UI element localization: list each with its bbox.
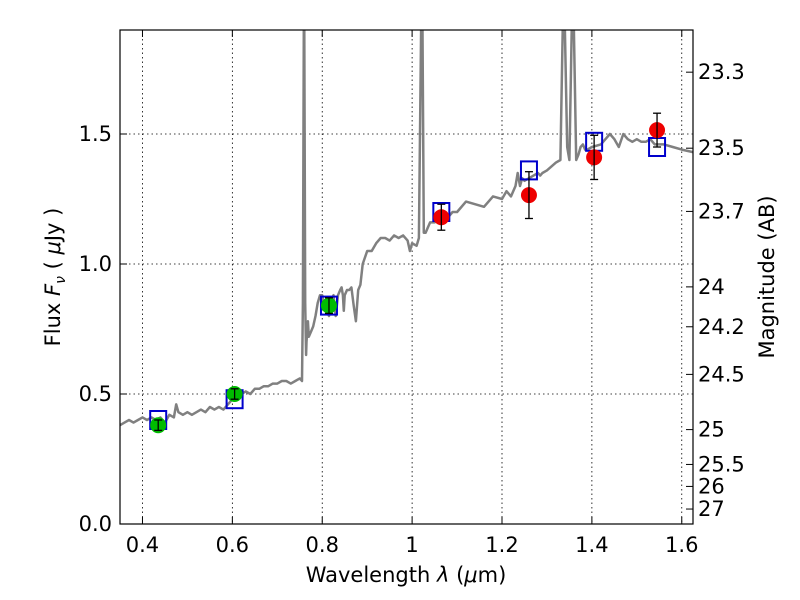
- mag-tick-label: 23.3: [698, 60, 745, 84]
- data-point: [586, 134, 603, 181]
- x-tick-label: 0.6: [216, 533, 249, 557]
- x-tick-label: 0.4: [126, 533, 159, 557]
- tick-layer: [120, 30, 693, 525]
- data-point: [150, 417, 167, 434]
- mag-tick-label: 24.2: [698, 315, 745, 339]
- y-tick-label: 0.5: [79, 382, 112, 406]
- mag-tick-label: 23.7: [698, 199, 745, 223]
- x-axis-label: Wavelength λ (μm): [306, 563, 507, 587]
- mag-tick-label: 25: [698, 418, 725, 442]
- mag-tick-label: 25.5: [698, 452, 745, 476]
- x-tick-label: 0.8: [306, 533, 339, 557]
- data-point: [226, 386, 243, 402]
- data-point: [320, 297, 337, 315]
- mag-tick-label: 24.5: [698, 362, 745, 386]
- y-tick-label: 0.0: [79, 512, 112, 536]
- y-axis-label: Flux Fν ( μJy ): [41, 208, 69, 347]
- data-point: [433, 203, 450, 231]
- x-tick-labels: 0.4 0.6 0.8 1 1.2 1.4 1.6: [126, 533, 699, 557]
- y-tick-labels: 0.0 0.5 1.0 1.5: [79, 122, 112, 536]
- mag-tick-label: 26: [698, 474, 725, 498]
- spectrum-layer: [120, 30, 693, 427]
- mag-tick-label: 27: [698, 497, 725, 521]
- mag-tick-label: 24: [698, 275, 725, 299]
- x-tick-label: 1.2: [485, 533, 518, 557]
- data-point: [520, 171, 537, 220]
- plot-frame: [119, 29, 694, 525]
- y-tick-label: 1.5: [79, 122, 112, 146]
- x-tick-label: 1.6: [665, 533, 698, 557]
- marker-layer: [149, 112, 667, 434]
- x-tick-label: 1: [405, 533, 418, 557]
- x-tick-label: 1.4: [575, 533, 608, 557]
- right-axis-label: Magnitude (AB): [755, 195, 779, 358]
- y-tick-label: 1.0: [79, 252, 112, 276]
- spectrum-line: [120, 30, 693, 427]
- mag-tick-label: 23.5: [698, 136, 745, 160]
- data-point: [649, 112, 666, 148]
